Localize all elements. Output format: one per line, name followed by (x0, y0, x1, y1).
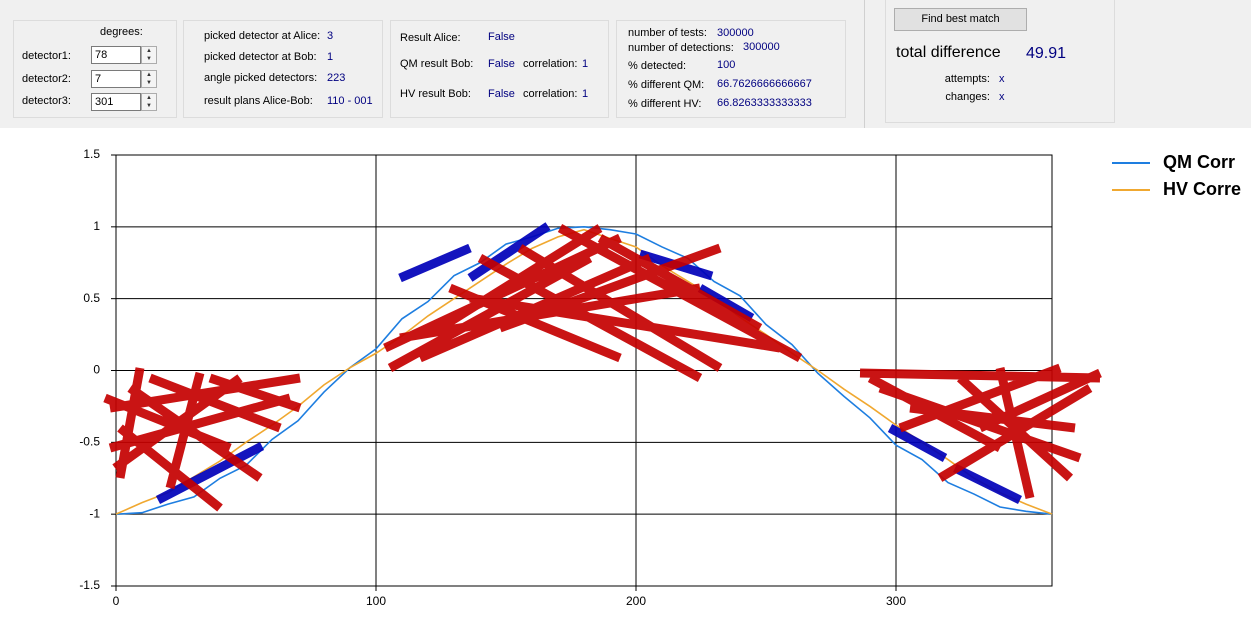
pick-value: 223 (327, 72, 346, 84)
spinner[interactable]: ▲ ▼ (141, 93, 157, 111)
y-tick-label: 0 (93, 363, 100, 377)
stat-value: 300000 (717, 27, 754, 39)
series-line (115, 226, 1053, 515)
degrees-header: degrees: (100, 26, 143, 38)
spinner[interactable]: ▲ ▼ (141, 70, 157, 88)
stat-value: 66.8263333333333 (717, 97, 812, 109)
stat-label: number of tests: (628, 27, 707, 39)
pick-value: 3 (327, 30, 334, 42)
x-tick-label: 300 (886, 594, 906, 608)
pick-label: picked detector at Alice: (204, 30, 321, 42)
legend-label: HV Corre (1163, 179, 1241, 199)
detector-label: detector1: (22, 50, 71, 62)
stat-value: 100 (717, 59, 736, 71)
y-tick-label: 1.5 (83, 147, 100, 161)
stat-label: number of detections: (628, 42, 734, 54)
match-group (885, 0, 1115, 123)
blue-scribble (155, 222, 1022, 505)
y-tick-label: 0.5 (83, 291, 100, 305)
pick-value: 110 - 001 (327, 95, 373, 107)
y-tick-label: 1 (93, 219, 100, 233)
detectors-group (13, 20, 177, 118)
y-tick-label: -1 (89, 506, 100, 520)
result-label: Result Alice: (400, 32, 461, 44)
result-value: False (488, 58, 515, 70)
changes-label: changes: (945, 91, 990, 103)
stat-value: 300000 (743, 41, 780, 53)
stat-label: % detected: (628, 60, 687, 72)
chart: 1.5 1 0.5 0 -0.5 -1 -1.5 0 100 200 300 QM Corr HV C… (79, 147, 1241, 608)
detector-label: detector2: (22, 73, 71, 85)
stat-label: % different HV: (628, 98, 702, 110)
x-tick-label: 200 (626, 594, 646, 608)
red-scribble (103, 367, 302, 512)
correlation-label: correlation: (523, 58, 578, 70)
result-label: HV result Bob: (400, 88, 471, 100)
scribbles (103, 222, 1102, 512)
stat-label: % different QM: (628, 79, 705, 91)
spinner[interactable]: ▲ ▼ (141, 46, 157, 64)
result-label: QM result Bob: (400, 58, 474, 70)
red-scribble (859, 363, 1102, 500)
result-value: False (488, 88, 515, 100)
legend: QM Corr HV Corre (1112, 152, 1241, 199)
separator (864, 0, 865, 128)
total-value: 49.91 (1026, 45, 1067, 62)
top-panel: degrees: detector1: 78 ▲ ▼ detector2: 7 ▲… (0, 0, 1251, 128)
correlation-value: 1 (582, 88, 589, 100)
x-tick-label: 100 (366, 594, 386, 608)
legend-label: QM Corr (1163, 152, 1235, 172)
y-tick-label: -1.5 (79, 578, 100, 592)
result-value: False (488, 31, 515, 43)
red-scribble (383, 224, 803, 382)
x-tick-label: 0 (113, 594, 120, 608)
pick-label: result plans Alice-Bob: (204, 95, 313, 107)
find-best-match-button[interactable]: Find best match (894, 8, 1027, 31)
attempts-label: attempts: (944, 73, 990, 85)
attempts-value: x (999, 73, 1005, 85)
correlation-value: 1 (582, 58, 589, 70)
changes-value: x (999, 91, 1005, 103)
detector-input[interactable]: 7 (91, 70, 141, 88)
results-group (390, 20, 609, 118)
stat-value: 66.7626666666667 (717, 78, 812, 90)
detector-input[interactable]: 78 (91, 46, 141, 64)
total-label: total difference (896, 44, 1001, 61)
correlation-label: correlation: (523, 88, 578, 100)
pick-value: 1 (327, 51, 334, 63)
pick-label: picked detector at Bob: (204, 51, 317, 63)
picks-group (183, 20, 383, 118)
detector-label: detector3: (22, 95, 71, 107)
stats-group (616, 20, 846, 118)
detector-input[interactable]: 301 (91, 93, 141, 111)
pick-label: angle picked detectors: (204, 72, 318, 84)
y-tick-label: -0.5 (79, 435, 100, 449)
